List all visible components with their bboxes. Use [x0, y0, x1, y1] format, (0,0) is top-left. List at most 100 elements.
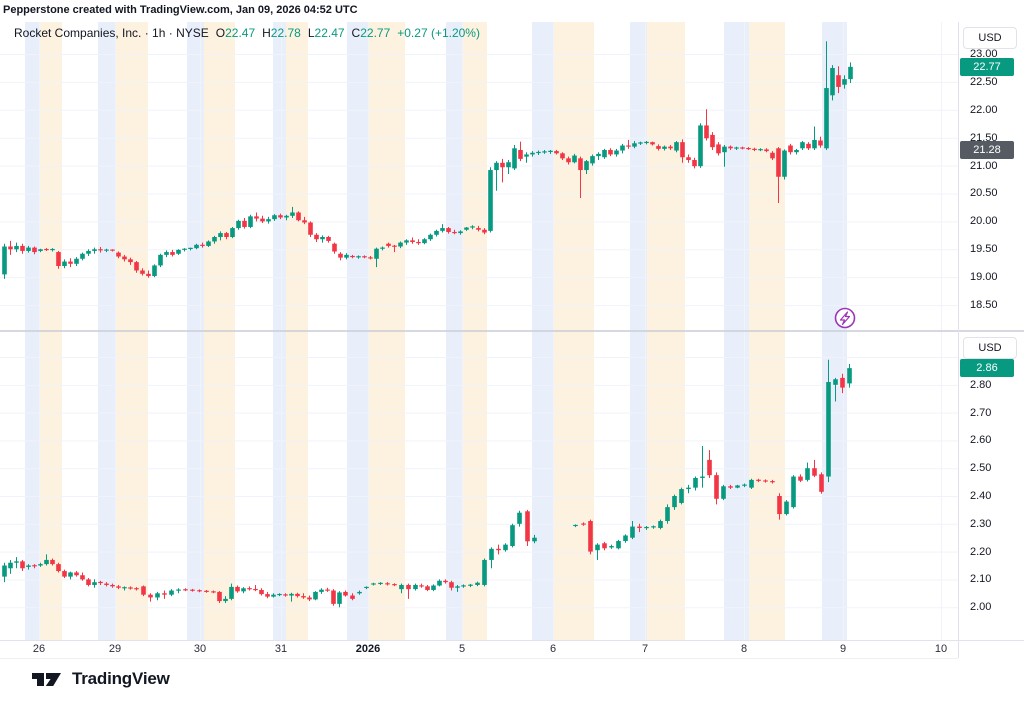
symbol-legend[interactable]: Rocket Companies, Inc. · 1h · NYSE O22.47… — [14, 26, 480, 40]
candle-body — [650, 142, 655, 145]
candle-body — [290, 212, 295, 216]
candle-body — [410, 240, 415, 243]
tradingview-logo[interactable]: TradingView — [30, 666, 170, 692]
candle-body — [740, 147, 745, 149]
candle-body — [272, 215, 277, 220]
candle-body — [301, 596, 306, 598]
candle-body — [532, 537, 537, 542]
candle-body — [777, 496, 782, 515]
candle-body — [518, 149, 523, 159]
candle-body — [620, 145, 625, 151]
ohlc-letter: L — [307, 26, 315, 40]
candle-body — [470, 226, 475, 228]
candle-body — [679, 489, 684, 503]
candle-body — [374, 248, 379, 259]
candle-body — [530, 152, 535, 155]
candle-body — [206, 241, 211, 246]
candle-body — [110, 249, 115, 251]
candle-body — [770, 481, 775, 483]
candle-body — [200, 244, 205, 246]
candle-body — [116, 586, 121, 588]
candle-body — [26, 247, 31, 251]
candle-body — [686, 157, 691, 161]
time-axis[interactable] — [0, 640, 958, 658]
candle-body — [595, 544, 600, 551]
candle-body — [50, 248, 55, 251]
candle-body — [665, 507, 670, 522]
candle-body — [194, 244, 199, 249]
candle-body — [128, 587, 133, 589]
candle-body — [644, 141, 649, 144]
candle-body — [458, 231, 463, 234]
candle-body — [259, 589, 264, 595]
candle-body — [386, 243, 391, 246]
candle-body — [248, 216, 253, 227]
candle-body — [56, 252, 61, 267]
candle-body — [431, 585, 436, 590]
candle-body — [278, 215, 283, 218]
candle-body — [590, 156, 595, 164]
ohlc-value: 22.77 — [360, 26, 391, 40]
price-axis[interactable] — [958, 22, 1024, 640]
ohlc-values: O22.47 H22.78 L22.47 C22.77 — [209, 26, 391, 40]
candle-body — [260, 218, 265, 222]
candle-body — [344, 254, 349, 258]
candle-body — [812, 468, 817, 476]
candle-body — [162, 593, 167, 595]
candle-body — [728, 146, 733, 149]
candle-body — [638, 142, 643, 144]
event-marker-icon[interactable] — [834, 307, 856, 329]
candle-body — [680, 142, 685, 158]
candle-body — [728, 486, 733, 488]
candle-body — [506, 162, 511, 168]
candle-body — [602, 543, 607, 549]
candle-body — [44, 248, 49, 251]
candle-body — [494, 162, 499, 171]
candle-body — [536, 151, 541, 154]
candle-body — [452, 231, 457, 234]
candle-body — [406, 584, 411, 590]
candle-body — [425, 586, 430, 590]
candle-body — [573, 524, 578, 527]
candle-body — [289, 593, 294, 596]
candle-body — [614, 150, 619, 155]
candle-body — [169, 590, 174, 595]
candle-body — [211, 591, 216, 593]
candle-body — [8, 562, 13, 569]
candle-body — [307, 597, 312, 600]
candle-body — [756, 479, 761, 481]
currency-unit-button[interactable]: USD — [963, 27, 1017, 49]
candle-body — [188, 247, 193, 250]
candle-body — [482, 559, 487, 585]
candle-body — [350, 595, 355, 599]
candle-body — [455, 586, 460, 588]
candle-body — [14, 245, 19, 250]
candle-body — [833, 379, 838, 385]
candle-body — [326, 237, 331, 241]
candle-body — [674, 142, 679, 151]
candle-body — [510, 525, 515, 547]
candle-body — [229, 586, 234, 599]
candle-body — [338, 253, 343, 258]
candle-body — [806, 143, 811, 149]
candle-body — [784, 501, 789, 515]
candle-body — [782, 150, 787, 177]
candle-body — [8, 246, 13, 250]
candle-body — [68, 572, 73, 577]
candle-body — [62, 261, 67, 267]
currency-unit-button[interactable]: USD — [963, 337, 1017, 359]
candle-body — [176, 589, 181, 591]
candle-body — [190, 589, 195, 591]
ohlc-value: 22.78 — [270, 26, 301, 40]
candle-body — [380, 247, 385, 249]
candle-body — [296, 212, 301, 221]
candle-body — [475, 582, 480, 585]
candle-body — [92, 582, 97, 585]
candle-body — [686, 487, 691, 490]
candle-body — [588, 521, 593, 552]
candle-body — [319, 589, 324, 592]
candle-body — [461, 585, 466, 587]
candle-body — [308, 222, 313, 235]
candle-body — [798, 476, 803, 481]
